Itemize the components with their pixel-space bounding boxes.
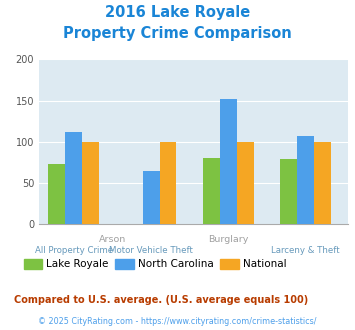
- Text: © 2025 CityRating.com - https://www.cityrating.com/crime-statistics/: © 2025 CityRating.com - https://www.city…: [38, 317, 317, 326]
- Bar: [297, 136, 314, 224]
- Text: Larceny & Theft: Larceny & Theft: [271, 246, 340, 255]
- Bar: [203, 158, 220, 224]
- Bar: [82, 142, 99, 224]
- Legend: Lake Royale, North Carolina, National: Lake Royale, North Carolina, National: [20, 255, 291, 274]
- Bar: [220, 99, 237, 224]
- Bar: [65, 132, 82, 224]
- Text: Compared to U.S. average. (U.S. average equals 100): Compared to U.S. average. (U.S. average …: [14, 295, 308, 305]
- Text: All Property Crime: All Property Crime: [35, 246, 113, 255]
- Bar: [280, 159, 297, 224]
- Text: 2016 Lake Royale: 2016 Lake Royale: [105, 5, 250, 20]
- Bar: [314, 142, 331, 224]
- Text: Motor Vehicle Theft: Motor Vehicle Theft: [109, 246, 193, 255]
- Text: Burglary: Burglary: [208, 235, 248, 244]
- Bar: [237, 142, 254, 224]
- Bar: [142, 171, 159, 224]
- Bar: [48, 164, 65, 224]
- Text: Property Crime Comparison: Property Crime Comparison: [63, 26, 292, 41]
- Text: Arson: Arson: [99, 235, 126, 244]
- Bar: [159, 142, 176, 224]
